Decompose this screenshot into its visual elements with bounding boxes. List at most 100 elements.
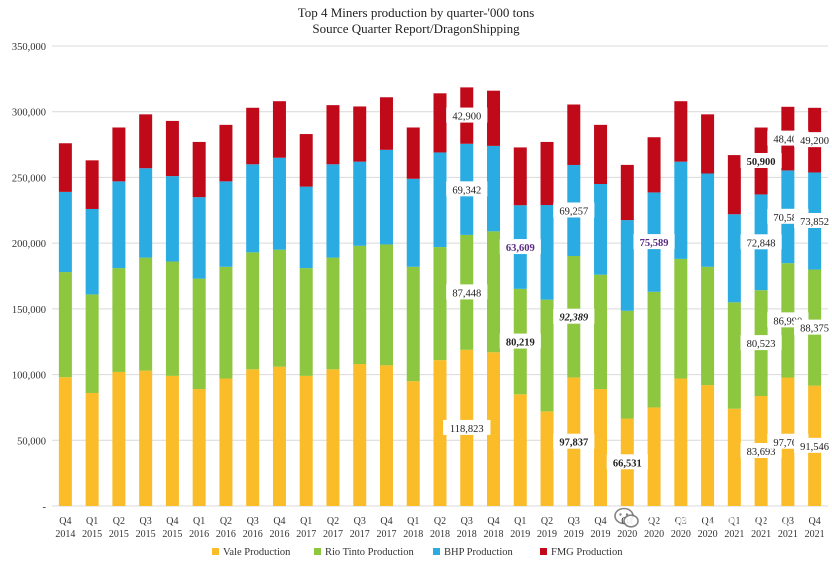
- data-label: 75,589: [640, 238, 669, 249]
- bar-segment-rio-tinto-production: [272, 249, 286, 367]
- x-tick-quarter: Q4: [594, 516, 606, 527]
- bar-segment-bhp-production: [85, 208, 99, 295]
- data-label-bg: [499, 239, 541, 255]
- x-tick-year: 2021: [724, 529, 744, 540]
- data-label-bg: [740, 234, 782, 250]
- bar-segment-fmg-production: [540, 141, 554, 206]
- x-tick-quarter: Q1: [86, 516, 98, 527]
- data-label-bg: [553, 202, 595, 218]
- bar-segment-vale-production: [594, 389, 608, 506]
- bar-segment-fmg-production: [272, 101, 286, 158]
- bar-segment-vale-production: [353, 364, 367, 506]
- bar-segment-vale-production: [246, 369, 260, 506]
- bar-segment-fmg-production: [620, 164, 634, 221]
- bar-segment-rio-tinto-production: [433, 247, 447, 361]
- x-tick-quarter: Q2: [220, 516, 232, 527]
- data-label: 69,257: [559, 206, 588, 217]
- bar-segment-bhp-production: [701, 173, 715, 267]
- bar-segment-bhp-production: [487, 145, 501, 232]
- data-label: 72,848: [747, 238, 776, 249]
- x-tick-year: 2018: [484, 529, 504, 540]
- bar-segment-rio-tinto-production: [112, 268, 126, 372]
- legend-label: BHP Production: [444, 547, 513, 558]
- bar-segment-vale-production: [299, 375, 313, 506]
- data-label: 88,375: [800, 324, 829, 335]
- x-tick-year: 2018: [430, 529, 450, 540]
- bar-segment-fmg-production: [112, 127, 126, 182]
- bar-segment-vale-production: [85, 392, 99, 506]
- data-label-bg: [499, 333, 541, 349]
- bar-segment-rio-tinto-production: [406, 266, 420, 382]
- bars: [58, 87, 822, 506]
- data-label-bg: [553, 433, 595, 449]
- x-tick-year: 2020: [617, 529, 637, 540]
- y-tick-label: 150,000: [12, 305, 46, 316]
- data-label: 86,990: [773, 316, 802, 327]
- bar-segment-vale-production: [727, 408, 741, 506]
- x-tick-quarter: Q2: [648, 516, 660, 527]
- bar-segment-vale-production: [379, 365, 393, 506]
- bar-segment-bhp-production: [406, 178, 420, 267]
- bar-segment-fmg-production: [487, 90, 501, 146]
- x-tick-year: 2019: [510, 529, 530, 540]
- watermark: DragonShipping: [614, 506, 789, 529]
- legend-label: Vale Production: [223, 547, 291, 558]
- bar-segment-vale-production: [139, 370, 153, 506]
- bar-segment-bhp-production: [353, 161, 367, 246]
- data-label-bg: [794, 437, 832, 453]
- x-tick-quarter: Q3: [247, 516, 259, 527]
- bar-segment-bhp-production: [540, 205, 554, 300]
- bar-segment-bhp-production: [379, 149, 393, 245]
- data-label-bg: [633, 234, 675, 250]
- x-tick-year: 2021: [778, 529, 798, 540]
- x-tick-year: 2017: [296, 529, 316, 540]
- x-tick-quarter: Q2: [541, 516, 553, 527]
- x-tick-year: 2017: [376, 529, 396, 540]
- bar-segment-fmg-production: [139, 114, 153, 169]
- bar-segment-rio-tinto-production: [326, 257, 340, 370]
- bar-segment-rio-tinto-production: [85, 294, 99, 393]
- x-tick-year: 2015: [82, 529, 102, 540]
- x-tick-year: 2018: [403, 529, 423, 540]
- data-label: 50,900: [747, 157, 776, 168]
- bar-segment-bhp-production: [326, 164, 340, 258]
- data-label-bg: [740, 335, 782, 351]
- x-tick-quarter: Q3: [782, 516, 794, 527]
- bar-segment-fmg-production: [379, 97, 393, 150]
- bar-segment-rio-tinto-production: [647, 291, 661, 408]
- bar-segment-fmg-production: [567, 104, 581, 165]
- legend-swatch: [433, 548, 440, 555]
- x-tick-year: 2021: [805, 529, 825, 540]
- data-label-bg: [553, 308, 595, 324]
- bar-segment-bhp-production: [272, 157, 286, 250]
- bar-segment-fmg-production: [299, 134, 313, 187]
- y-tick-label: 100,000: [12, 371, 46, 382]
- data-label-bg: [794, 132, 832, 148]
- bar-segment-bhp-production: [433, 152, 447, 248]
- x-tick-year: 2019: [564, 529, 584, 540]
- x-tick-quarter: Q3: [675, 516, 687, 527]
- x-tick-quarter: Q4: [273, 516, 285, 527]
- bar-segment-bhp-production: [112, 181, 126, 269]
- x-tick-year: 2017: [323, 529, 343, 540]
- legend-swatch: [212, 548, 219, 555]
- bar-segment-vale-production: [219, 378, 233, 506]
- data-label-bg: [740, 152, 782, 168]
- bar-segment-fmg-production: [406, 127, 420, 179]
- bar-segment-rio-tinto-production: [192, 278, 206, 390]
- bar-segment-vale-production: [647, 407, 661, 506]
- data-label-bg: [794, 213, 832, 229]
- bar-segment-fmg-production: [85, 160, 99, 209]
- x-tick-year: 2015: [162, 529, 182, 540]
- data-label: 83,693: [747, 447, 776, 458]
- x-tick-quarter: Q2: [755, 516, 767, 527]
- y-tick-label: 50,000: [17, 436, 46, 447]
- y-tick-label: 350,000: [12, 42, 46, 53]
- bar-segment-bhp-production: [219, 181, 233, 267]
- data-label-bg: [446, 284, 488, 300]
- bar-segment-rio-tinto-production: [620, 310, 634, 419]
- x-tick-quarter: Q1: [407, 516, 419, 527]
- data-label: 73,852: [800, 217, 829, 228]
- data-label: 66,531: [613, 458, 642, 469]
- x-tick-year: 2018: [457, 529, 477, 540]
